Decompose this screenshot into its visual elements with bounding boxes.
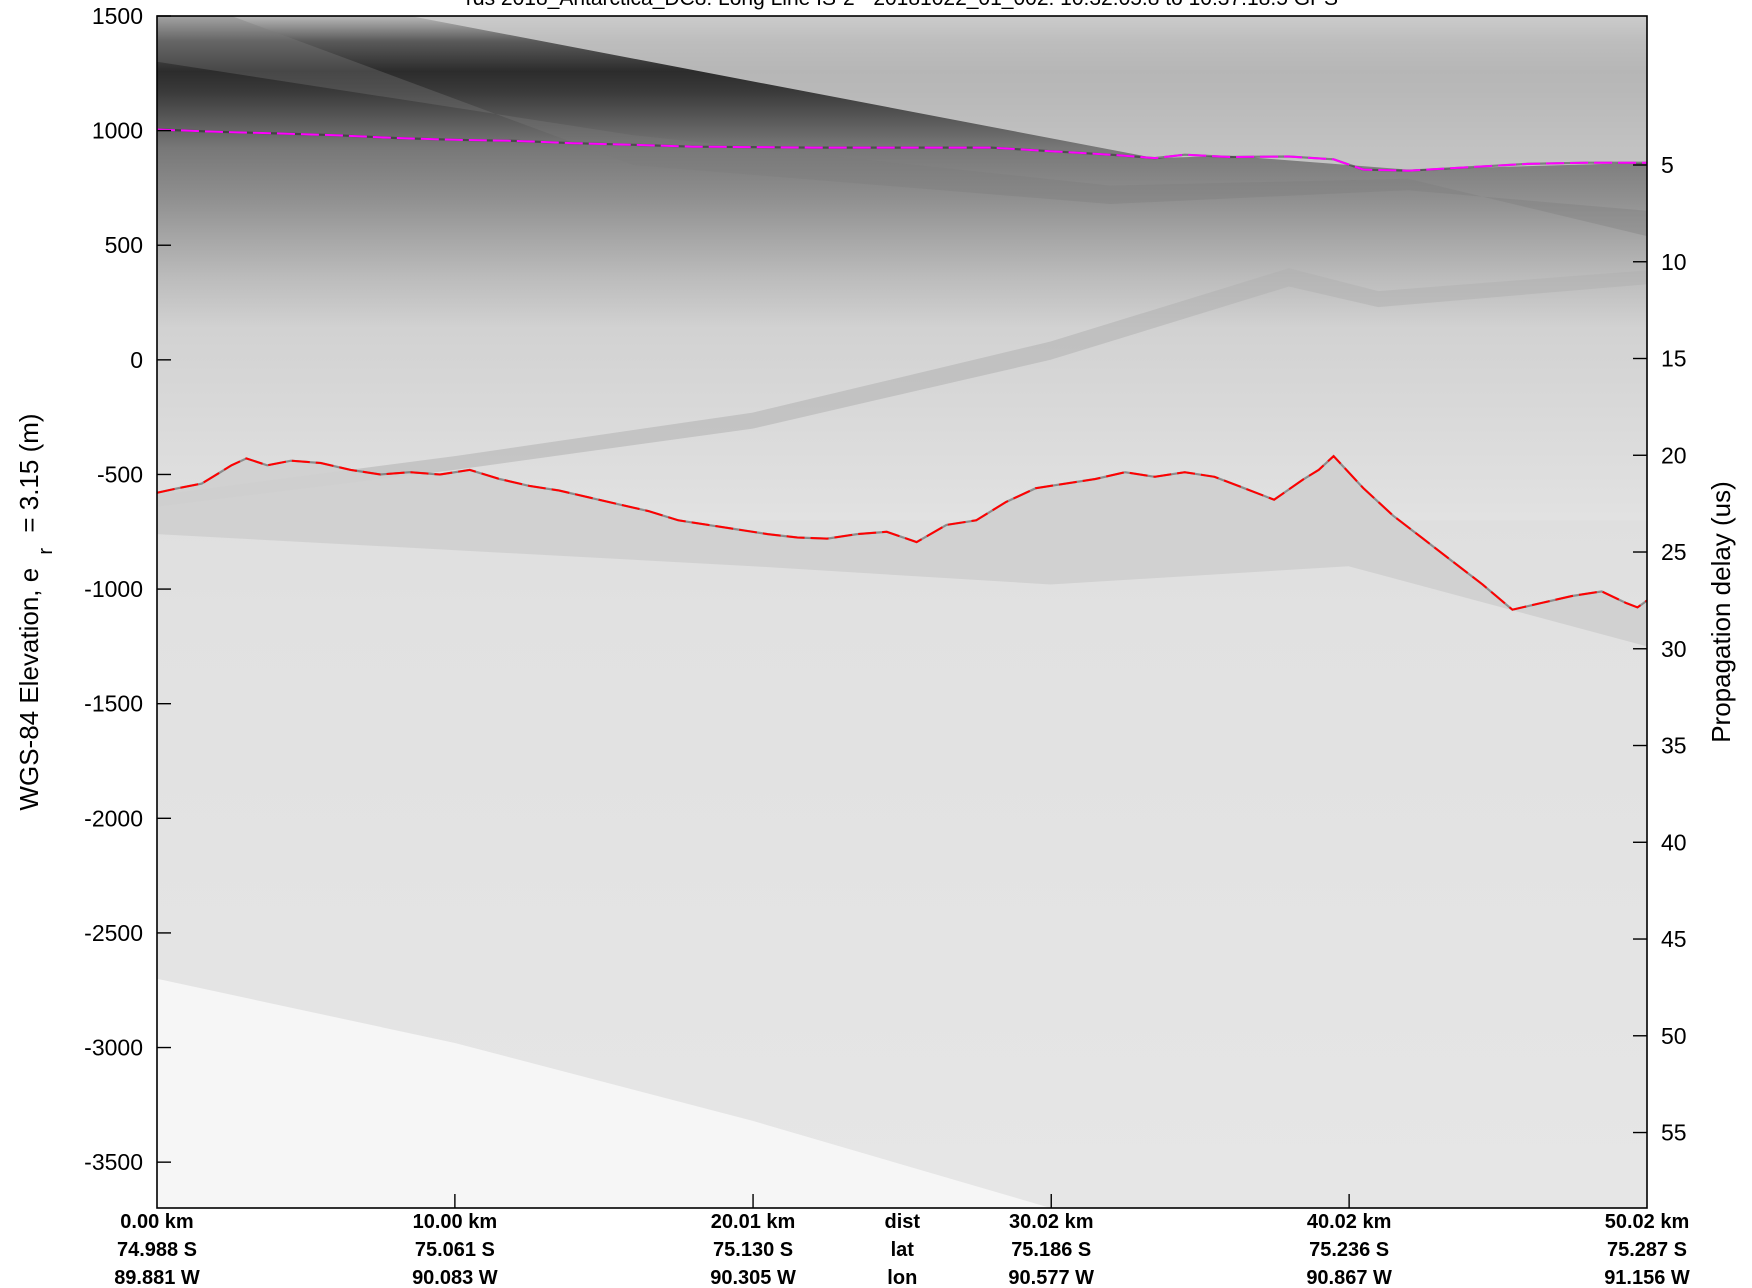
right-tick-label: 30	[1661, 636, 1687, 662]
x-tick-label-dist: 50.02 km	[1605, 1211, 1690, 1233]
x-row-label-lat: lat	[891, 1239, 915, 1261]
x-row-label-dist: dist	[885, 1211, 921, 1233]
right-tick-label: 40	[1661, 829, 1687, 855]
right-tick-label: 5	[1661, 152, 1674, 178]
plot-frame	[156, 15, 1648, 1209]
right-tick-label: 50	[1661, 1023, 1687, 1049]
left-y-axis: 1500 1000 500 0 -500 -1000 -1500 -2000 -2500 -300…	[84, 3, 171, 1175]
left-tick-label: -1000	[84, 576, 143, 602]
left-tick-label: -500	[97, 461, 143, 487]
radar-sky-wedge	[410, 16, 1647, 170]
x-tick-label-lat: 75.287 S	[1607, 1239, 1687, 1261]
radar-internal-layer	[157, 268, 1647, 507]
left-tick-label: 1000	[92, 118, 143, 144]
x-row-label-lon: lon	[887, 1267, 917, 1288]
left-tick-label: 1500	[92, 3, 143, 29]
radar-lower-clutter-edge	[157, 978, 1051, 1208]
left-tick-label: -2500	[84, 920, 143, 946]
x-tick-label-lat: 75.236 S	[1309, 1239, 1389, 1261]
left-tick-label: 500	[105, 232, 143, 258]
x-tick-label-lon: 90.577 W	[1008, 1267, 1094, 1288]
x-tick-label-dist: 20.01 km	[711, 1211, 796, 1233]
x-tick-label-lat: 75.130 S	[713, 1239, 793, 1261]
x-tick-label-lon: 91.156 W	[1604, 1267, 1690, 1288]
left-tick-label: 0	[130, 347, 143, 373]
right-y-axis-label: Propagation delay (us)	[1706, 481, 1736, 743]
left-y-axis-label-sub: r	[35, 548, 57, 555]
x-tick-label-lon: 90.083 W	[412, 1267, 498, 1288]
x-tick-label-dist: 0.00 km	[120, 1211, 193, 1233]
left-y-axis-label-main: WGS-84 Elevation, e	[14, 568, 44, 811]
x-tick-label-lat: 75.061 S	[415, 1239, 495, 1261]
series-layer	[157, 128, 1647, 611]
series-1-line	[157, 454, 1647, 611]
right-tick-label: 35	[1661, 733, 1687, 759]
left-tick-label: -1500	[84, 691, 143, 717]
x-tick-label-lon: 90.867 W	[1306, 1267, 1392, 1288]
right-tick-label: 55	[1661, 1120, 1687, 1146]
left-tick-label: -3500	[84, 1149, 143, 1175]
x-tick-label-lon: 89.881 W	[114, 1267, 200, 1288]
x-tick-label-lat: 74.988 S	[117, 1239, 197, 1261]
x-tick-label-dist: 40.02 km	[1307, 1211, 1392, 1233]
right-tick-label: 45	[1661, 926, 1687, 952]
left-y-axis-label-tail: = 3.15 (m)	[14, 413, 44, 532]
left-tick-label: -3000	[84, 1035, 143, 1061]
right-tick-label: 25	[1661, 539, 1687, 565]
right-tick-label: 20	[1661, 442, 1687, 468]
radar-bed-shadow	[157, 456, 1647, 647]
right-tick-label: 15	[1661, 346, 1687, 372]
x-tick-label-lat: 75.186 S	[1011, 1239, 1091, 1261]
x-tick-label-dist: 10.00 km	[413, 1211, 498, 1233]
right-y-axis: 5 10 15 20 25 30 35 40 45 50 55	[1633, 152, 1687, 1146]
series-0-line	[157, 128, 1647, 172]
plot-area	[157, 16, 1647, 1208]
chart-title: rds 2018_Antarctica_DC8: Long Line IS-2 …	[466, 0, 1338, 10]
x-tick-label-dist: 30.02 km	[1009, 1211, 1094, 1233]
x-axis: 0.00 km 74.988 S 89.881 W 10.00 km 75.061 S 9…	[114, 1194, 1690, 1288]
left-tick-label: -2000	[84, 805, 143, 831]
x-tick-label-lon: 90.305 W	[710, 1267, 796, 1288]
left-y-axis-label: WGS-84 Elevation, e r = 3.15 (m)	[14, 413, 58, 810]
right-tick-label: 10	[1661, 249, 1687, 275]
